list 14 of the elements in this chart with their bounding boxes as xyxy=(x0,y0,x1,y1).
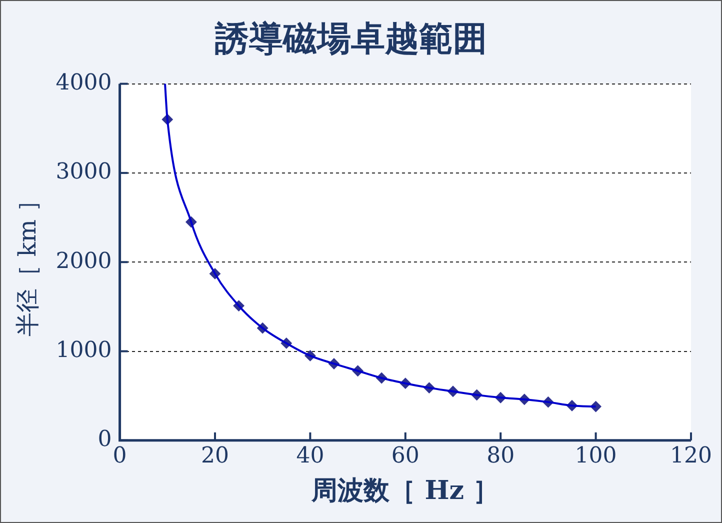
x-tick-label: 120 xyxy=(670,443,712,468)
y-tick-label: 0 xyxy=(98,427,112,452)
x-tick-label: 20 xyxy=(200,443,229,468)
y-axis-title: 半径［ km ］ xyxy=(14,188,42,336)
x-tick-label: 100 xyxy=(574,443,617,468)
x-axis-title: 周波数［ Hz ］ xyxy=(310,476,500,506)
x-tick-label: 60 xyxy=(391,443,420,468)
y-tick-label: 3000 xyxy=(56,160,112,185)
x-tick-label: 80 xyxy=(486,443,515,468)
y-tick-label: 1000 xyxy=(56,338,112,363)
x-tick-label: 40 xyxy=(296,443,324,468)
y-tick-label: 2000 xyxy=(56,248,112,274)
chart-title: 誘導磁場卓越範囲 xyxy=(214,19,487,60)
y-tick-label: 4000 xyxy=(56,70,112,96)
